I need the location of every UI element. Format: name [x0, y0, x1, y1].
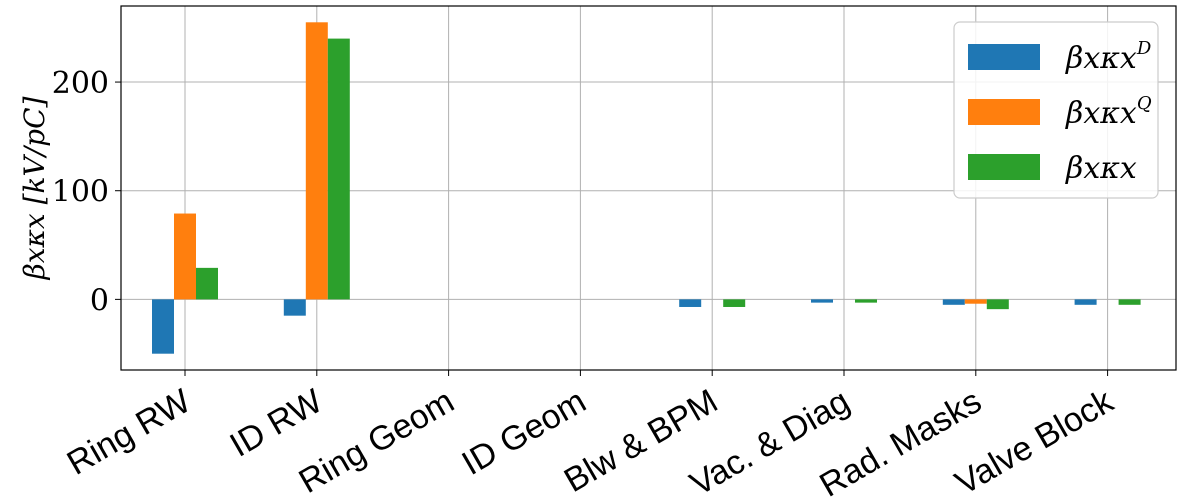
bar: [855, 299, 877, 303]
y-tick-label: 0: [90, 283, 109, 318]
legend-swatch: [968, 154, 1040, 180]
bar: [174, 213, 196, 300]
bar: [942, 299, 965, 305]
bar: [1118, 299, 1141, 305]
y-axis-label: βxκx [kV/pC]: [18, 97, 51, 281]
bar: [283, 299, 306, 316]
bars: [152, 22, 1141, 354]
y-tick-label: 100: [52, 175, 109, 210]
x-tick-label: ID RW: [224, 382, 329, 465]
bar: [723, 299, 746, 307]
legend-label: βxκx: [1065, 151, 1137, 186]
legend-swatch: [968, 44, 1040, 70]
bar: [986, 299, 1009, 310]
bar: [811, 299, 833, 303]
x-tick-label: Ring RW: [61, 382, 197, 483]
bar: [196, 267, 218, 300]
plot-area-frame: [120, 5, 1177, 371]
y-tick-label: 200: [52, 66, 109, 101]
bar: [679, 299, 702, 307]
legend-swatch: [968, 99, 1040, 125]
bar: [1074, 299, 1097, 305]
bar: [152, 299, 174, 354]
bar: [327, 38, 350, 300]
bar: [964, 299, 987, 304]
bar: [305, 22, 328, 300]
y-axis-ticks: 0 100 200: [52, 66, 121, 318]
